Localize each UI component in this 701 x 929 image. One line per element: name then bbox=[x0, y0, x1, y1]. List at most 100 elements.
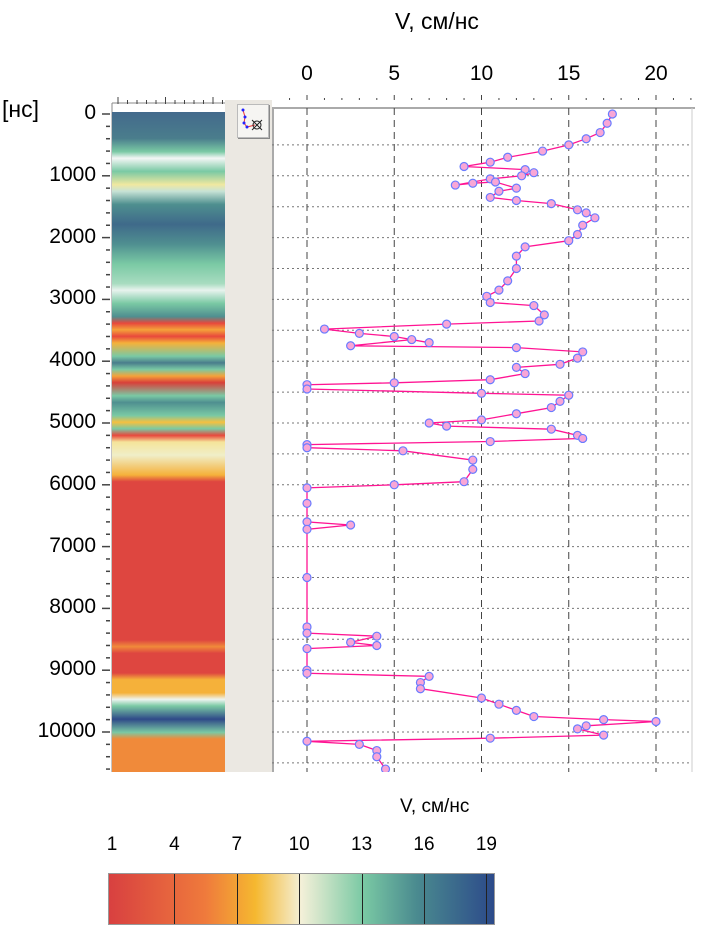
data-point bbox=[546, 424, 556, 434]
data-point bbox=[529, 300, 539, 311]
y-tick-label: 3000 bbox=[49, 286, 96, 310]
x-tick-label: 15 bbox=[557, 62, 581, 85]
data-point bbox=[372, 752, 382, 762]
data-point bbox=[529, 168, 539, 178]
data-point bbox=[578, 347, 588, 357]
data-point bbox=[572, 724, 583, 734]
data-point bbox=[372, 631, 382, 641]
data-point bbox=[651, 716, 661, 727]
data-point bbox=[302, 384, 312, 394]
data-point bbox=[424, 418, 434, 428]
data-point bbox=[302, 443, 312, 453]
data-point bbox=[372, 640, 382, 651]
data-point bbox=[354, 739, 364, 749]
data-point bbox=[424, 671, 434, 681]
colorbar-divider bbox=[299, 874, 301, 924]
curve-edit-tool-button[interactable] bbox=[237, 104, 269, 138]
data-point bbox=[578, 220, 588, 230]
data-point bbox=[503, 152, 513, 162]
y-tick-label: 0 bbox=[84, 101, 96, 124]
colorbar-tick-label: 13 bbox=[351, 834, 373, 855]
data-point bbox=[602, 118, 612, 128]
y-tick-label: 6000 bbox=[49, 471, 96, 495]
data-point bbox=[468, 178, 478, 188]
data-point bbox=[578, 433, 588, 444]
x-tick-label: 20 bbox=[644, 62, 668, 85]
data-point bbox=[546, 402, 556, 413]
y-tick-label: 1000 bbox=[49, 162, 96, 186]
data-point bbox=[407, 334, 417, 345]
data-point bbox=[442, 421, 452, 431]
y-tick-label: 5000 bbox=[49, 410, 96, 433]
data-point bbox=[302, 483, 312, 493]
data-point bbox=[485, 157, 495, 167]
data-point bbox=[494, 186, 504, 196]
data-point bbox=[476, 388, 487, 398]
data-point bbox=[537, 146, 548, 156]
colorbar-title: V, см/нс bbox=[400, 796, 470, 817]
tool-panel bbox=[225, 100, 272, 772]
data-point bbox=[490, 177, 501, 187]
data-point bbox=[572, 205, 583, 215]
y-tick-label: 8000 bbox=[49, 595, 96, 619]
y-axis-unit: [нс] bbox=[2, 96, 39, 122]
data-point bbox=[511, 251, 521, 261]
data-point bbox=[476, 415, 487, 425]
colorbar-divider bbox=[424, 874, 425, 924]
data-point bbox=[511, 183, 521, 193]
data-point bbox=[511, 195, 521, 206]
data-point bbox=[494, 285, 504, 295]
data-point bbox=[607, 109, 617, 119]
data-point bbox=[511, 343, 521, 353]
data-point bbox=[595, 127, 605, 138]
data-point bbox=[581, 134, 591, 144]
data-point bbox=[389, 378, 399, 388]
data-point bbox=[520, 368, 530, 379]
plot-background bbox=[272, 100, 695, 772]
data-point bbox=[581, 208, 591, 218]
data-point bbox=[599, 715, 609, 725]
data-point bbox=[354, 328, 364, 338]
data-point bbox=[572, 353, 583, 363]
data-point bbox=[302, 572, 312, 583]
x-tick-label: 10 bbox=[469, 62, 494, 85]
data-point bbox=[555, 396, 565, 406]
data-point bbox=[485, 733, 495, 743]
colorbar-tick-label: 16 bbox=[413, 834, 435, 855]
y-tick-label: 4000 bbox=[49, 348, 96, 372]
data-point bbox=[494, 699, 504, 709]
data-point bbox=[319, 324, 330, 334]
colorbar-tick-label: 10 bbox=[288, 834, 310, 855]
data-point bbox=[302, 736, 312, 746]
y-tick-label: 2000 bbox=[49, 224, 96, 248]
data-point bbox=[302, 517, 312, 527]
velocity-plot[interactable] bbox=[272, 100, 695, 772]
data-point bbox=[511, 409, 521, 419]
data-point bbox=[546, 199, 556, 209]
data-point bbox=[389, 331, 399, 342]
data-point bbox=[555, 359, 565, 369]
colorbar bbox=[108, 873, 495, 925]
data-point bbox=[534, 316, 544, 326]
x-tick-label: 5 bbox=[388, 62, 401, 85]
curve-edit-icon bbox=[241, 108, 263, 131]
data-point bbox=[468, 455, 478, 465]
data-point bbox=[346, 341, 356, 351]
colorbar-tick-label: 1 bbox=[106, 834, 118, 855]
colorbar-divider bbox=[236, 874, 238, 924]
data-point bbox=[389, 480, 399, 490]
data-point bbox=[520, 242, 530, 252]
data-point bbox=[485, 192, 495, 203]
data-point bbox=[415, 684, 426, 694]
data-point bbox=[511, 705, 521, 715]
data-point bbox=[485, 436, 495, 447]
data-point bbox=[564, 390, 574, 400]
data-point bbox=[442, 319, 452, 329]
y-tick-label: 9000 bbox=[49, 657, 96, 681]
data-point bbox=[503, 276, 513, 286]
data-point bbox=[564, 236, 574, 246]
data-point bbox=[590, 213, 600, 223]
data-point bbox=[572, 229, 583, 240]
data-point bbox=[581, 721, 591, 731]
